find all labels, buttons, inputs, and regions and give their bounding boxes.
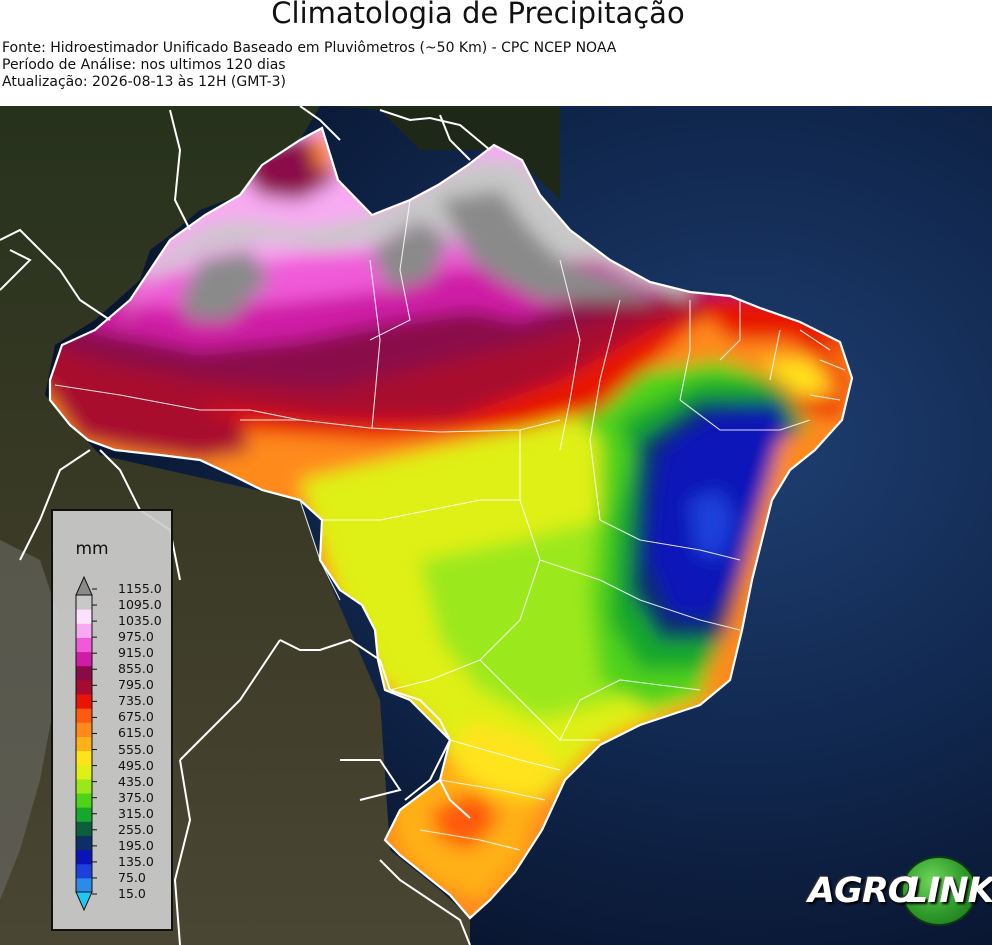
legend-tick-label: 615.0 — [118, 725, 154, 741]
colorbar-frame — [75, 594, 93, 893]
colorbar-segment — [76, 849, 92, 865]
colorbar-segment — [76, 679, 92, 695]
logo-text-agro: AGRO — [808, 871, 918, 911]
colorbar-segment — [76, 623, 92, 638]
source-line: Fonte: Hidroestimador Unificado Baseado … — [2, 40, 617, 56]
legend-tick-label: 255.0 — [118, 821, 154, 837]
agrolink-logo: AGRO LINK — [806, 854, 992, 928]
colorbar — [75, 575, 97, 912]
colorbar-segment — [76, 807, 92, 822]
legend-tick-label: 75.0 — [118, 869, 146, 885]
legend-tick-label: 675.0 — [118, 709, 154, 725]
legend-tick-label: 555.0 — [118, 741, 154, 757]
legend-tick-label: 435.0 — [118, 773, 154, 789]
colorbar-legend: mm 1155.0 1095.0 1035.0 975.0 915.0 855.0 795.… — [51, 509, 173, 931]
legend-tick-label: 195.0 — [118, 837, 154, 853]
colorbar-segment — [76, 877, 92, 893]
andes-region — [0, 540, 60, 900]
legend-tick-label: 375.0 — [118, 789, 154, 805]
state-borders — [54, 199, 846, 851]
legend-tick-label: 855.0 — [118, 661, 154, 677]
colorbar-segment — [76, 651, 92, 667]
colorbar-segment — [76, 750, 92, 766]
legend-tick-label: 795.0 — [118, 677, 154, 693]
colorbar-segment — [76, 665, 92, 681]
legend-tick-label: 15.0 — [118, 886, 146, 901]
map-header: Climatologia de Precipitação Fonte: Hidr… — [0, 0, 992, 106]
period-line: Período de Análise: nos ultimos 120 dias — [2, 57, 286, 73]
colorbar-min-arrow — [75, 891, 93, 912]
colorbar-segment — [76, 793, 92, 808]
colorbar-segment — [76, 609, 92, 624]
land-north — [0, 106, 560, 200]
map-title: Climatologia de Precipitação — [271, 0, 685, 30]
legend-tick-label: 1095.0 — [118, 597, 162, 613]
legend-tick-label: 495.0 — [118, 757, 154, 773]
colorbar-segment — [76, 835, 92, 851]
precipitation-field — [50, 128, 852, 918]
country-borders — [0, 106, 491, 945]
precipitation-map — [0, 106, 992, 945]
legend-tick-label: 975.0 — [118, 629, 154, 645]
colorbar-max-arrow — [75, 575, 93, 596]
colorbar-segment — [76, 694, 92, 709]
legend-tick-label: 735.0 — [118, 693, 154, 709]
legend-tick-label: 315.0 — [118, 805, 154, 821]
update-line: Atualização: 2026-08-13 às 12H (GMT-3) — [2, 74, 286, 90]
legend-tick-label: 915.0 — [118, 645, 154, 661]
colorbar-segment — [76, 595, 92, 610]
colorbar-segment — [76, 722, 92, 737]
logo-globe — [901, 856, 977, 926]
colorbar-segment — [76, 764, 92, 780]
legend-tick-label: 1035.0 — [118, 613, 162, 629]
colorbar-segment — [76, 637, 92, 653]
legend-tick-label: 135.0 — [118, 853, 154, 869]
colorbar-segment — [76, 863, 92, 879]
legend-unit-label: mm — [75, 539, 109, 559]
colorbar-segment — [76, 778, 92, 794]
logo-text-link: LINK — [906, 871, 992, 911]
legend-tick-label: 1155.0 — [118, 581, 162, 596]
colorbar-segment — [76, 821, 92, 836]
colorbar-segment — [76, 708, 92, 723]
colorbar-segment — [76, 736, 92, 752]
